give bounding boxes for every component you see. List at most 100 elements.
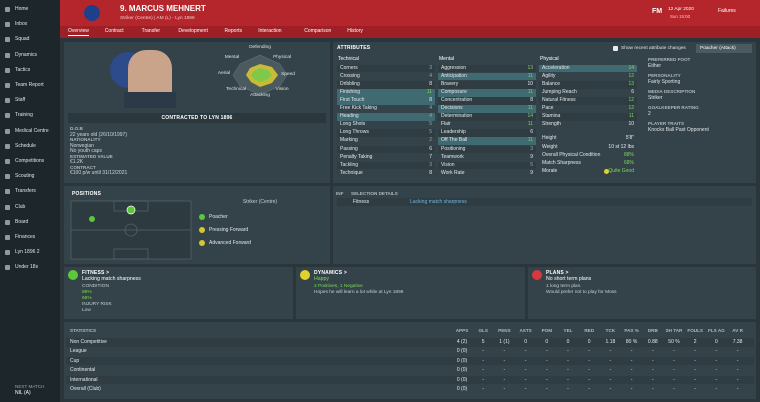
stats-row-label: League xyxy=(70,348,87,355)
sidebar-item[interactable]: Under 18s xyxy=(15,264,39,271)
tab[interactable]: Reports xyxy=(224,28,243,34)
stats-header: AV R xyxy=(732,328,743,333)
attribute-name: Off The Ball xyxy=(441,137,468,144)
failures-button[interactable]: Failures xyxy=(718,8,736,14)
player-shirt xyxy=(124,92,176,108)
stats-cell: - xyxy=(545,367,548,374)
stats-cell: - xyxy=(482,386,485,392)
field-value: €1.2K xyxy=(70,159,84,165)
attribute-name: Balance xyxy=(542,81,561,88)
sidebar-item[interactable]: Medical Centre xyxy=(15,127,49,134)
sidebar-icon xyxy=(5,204,10,210)
attribute-value: 11 xyxy=(426,89,432,96)
tab-bar xyxy=(60,26,760,38)
stats-cell: 2 xyxy=(693,339,697,345)
plans-card xyxy=(528,267,756,319)
role-select xyxy=(696,44,752,53)
info-value: Knocks Ball Past Opponent xyxy=(648,127,709,133)
card-headline: No short term plans xyxy=(546,276,592,282)
tab[interactable]: Transfer xyxy=(141,28,161,34)
attribute-row xyxy=(337,129,435,137)
sidebar-item[interactable]: Inbox xyxy=(15,21,28,28)
sidebar-item[interactable]: Staff xyxy=(15,97,26,104)
sidebar-item[interactable]: Board xyxy=(15,218,29,225)
attribute-name: Pace xyxy=(542,105,554,112)
stats-cell: 80 % xyxy=(625,339,638,345)
stats-cell: - xyxy=(673,376,675,383)
attribute-name: Long Throws xyxy=(340,129,369,136)
stats-header: GLS xyxy=(478,328,488,333)
info-value: 2 xyxy=(648,111,651,117)
sidebar-item[interactable]: Scouting xyxy=(15,173,35,180)
tab[interactable]: Contract xyxy=(104,28,124,34)
stats-header: POM xyxy=(541,328,553,333)
info-label: MEDIA DESCRIPTION xyxy=(648,89,696,94)
tab[interactable]: History xyxy=(347,28,363,34)
role-select-text[interactable]: Poacher (Attack) xyxy=(700,46,736,51)
attribute-row xyxy=(337,121,435,129)
attribute-name: Passing xyxy=(340,145,358,152)
stats-row-label: Cup xyxy=(70,357,80,364)
sidebar-item[interactable]: Team Report xyxy=(15,82,44,88)
attribute-name: Jumping Reach xyxy=(542,89,577,96)
tab[interactable]: Interaction xyxy=(258,28,282,34)
tab[interactable]: Comparison xyxy=(304,28,332,34)
stats-cell: - xyxy=(736,376,739,383)
sidebar-item[interactable]: Transfers xyxy=(15,188,36,195)
sidebar-item[interactable]: Squad xyxy=(15,36,30,43)
shirt-number-badge xyxy=(84,5,100,21)
stats-cell: - xyxy=(567,357,569,364)
stats-cell: 50 % xyxy=(668,339,680,345)
stats-cell: 0 xyxy=(545,339,549,345)
player-name: 9. MARCUS MEHNERT xyxy=(120,4,206,13)
stats-cell: - xyxy=(503,348,506,355)
sidebar-item[interactable]: Dynamics xyxy=(15,51,37,58)
sidebar-item[interactable]: Home xyxy=(15,6,29,12)
sidebar-icon xyxy=(5,219,10,225)
stats-header: TCK xyxy=(605,328,616,333)
info-value: Striker xyxy=(648,95,663,101)
card-icon xyxy=(68,270,78,280)
tab[interactable]: Overview xyxy=(68,28,89,36)
attribute-row xyxy=(438,73,536,81)
stats-cell: - xyxy=(673,357,675,364)
attribute-name: Determination xyxy=(441,113,473,120)
sidebar-item[interactable]: Training xyxy=(15,112,33,119)
stats-cell: - xyxy=(567,386,569,392)
tab[interactable]: Development xyxy=(178,28,208,34)
attribute-row xyxy=(438,137,536,145)
attribute-name: Acceleration xyxy=(542,65,570,71)
stats-cell: 1.18 xyxy=(605,339,616,345)
morale-icon xyxy=(604,168,609,174)
sidebar-item[interactable]: Tactics xyxy=(15,66,31,73)
attribute-value: 13 xyxy=(628,81,634,88)
stats-cell: 7.38 xyxy=(732,339,743,345)
card-line: 1 long term plan xyxy=(546,284,581,289)
stats-header: FOULS xyxy=(687,328,703,333)
stats-cell: - xyxy=(567,376,569,383)
sidebar-item[interactable]: Competitions xyxy=(15,158,45,164)
polygon-label: Defending xyxy=(249,45,271,50)
sidebar-item[interactable]: Schedule xyxy=(15,142,36,149)
sidebar-icon xyxy=(5,98,10,104)
stats-cell: - xyxy=(545,386,548,392)
attribute-value: 11 xyxy=(527,137,533,144)
sidebar-item[interactable]: Club xyxy=(15,203,26,210)
card-line: Hopes he will learn a lot while at Lyn 1… xyxy=(314,290,404,295)
stats-cell: - xyxy=(673,367,675,374)
physical-name: Match Sharpness xyxy=(542,159,581,166)
stats-header: PAS % xyxy=(624,328,639,333)
sidebar-item[interactable]: Lyn 1896 2 xyxy=(15,249,40,256)
stats-cell: - xyxy=(609,357,612,364)
pitch xyxy=(70,200,192,260)
attribute-row xyxy=(438,97,536,105)
card-line: CONDITION xyxy=(82,284,109,289)
stats-cell: - xyxy=(588,386,591,392)
stats-cell: - xyxy=(694,348,697,355)
physical-value: 10 st 12 lbs xyxy=(608,143,634,150)
sidebar-item[interactable]: Finances xyxy=(15,234,36,240)
card-headline: Lacking match sharpness xyxy=(82,276,141,282)
sidebar-icon xyxy=(5,113,10,119)
stats-cell: - xyxy=(736,357,739,364)
field-value: No youth caps xyxy=(70,148,102,154)
